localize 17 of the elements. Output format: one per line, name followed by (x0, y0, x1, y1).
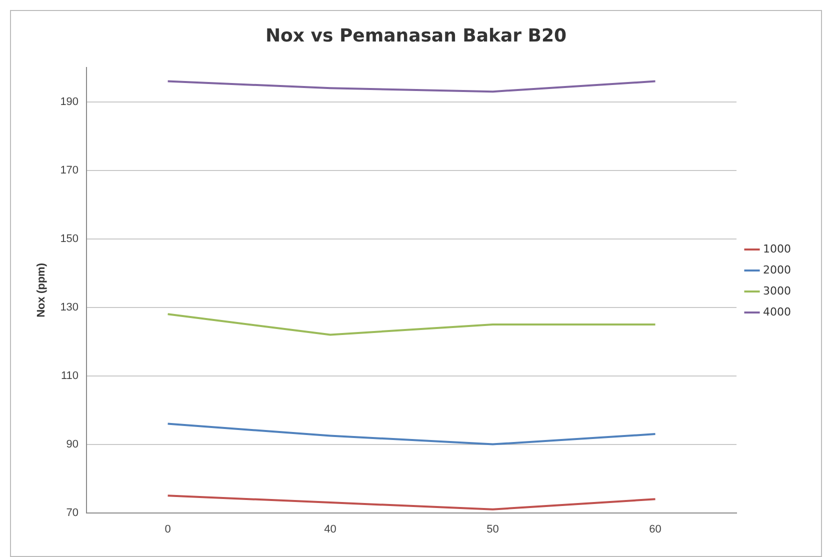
legend-label: 3000 (763, 284, 792, 298)
y-tick-label: 130 (60, 301, 79, 314)
x-tick-label: 50 (486, 523, 499, 536)
legend-label: 1000 (763, 242, 792, 256)
y-axis-title: Nox (ppm) (36, 262, 48, 318)
y-tick-label: 150 (60, 232, 79, 245)
x-tick-label: 60 (649, 523, 662, 536)
x-tick-label: 40 (324, 523, 336, 536)
y-tick-label: 90 (66, 438, 79, 450)
y-tick-label: 170 (60, 164, 79, 176)
chart-title: Nox vs Pemanasan Bakar B20 (265, 25, 567, 46)
y-tick-label: 70 (66, 506, 79, 519)
legend-label: 2000 (763, 263, 792, 276)
y-tick-label: 190 (60, 96, 79, 108)
x-tick-label: 0 (164, 523, 171, 536)
y-tick-label: 110 (61, 370, 79, 382)
legend-label: 4000 (763, 305, 792, 318)
